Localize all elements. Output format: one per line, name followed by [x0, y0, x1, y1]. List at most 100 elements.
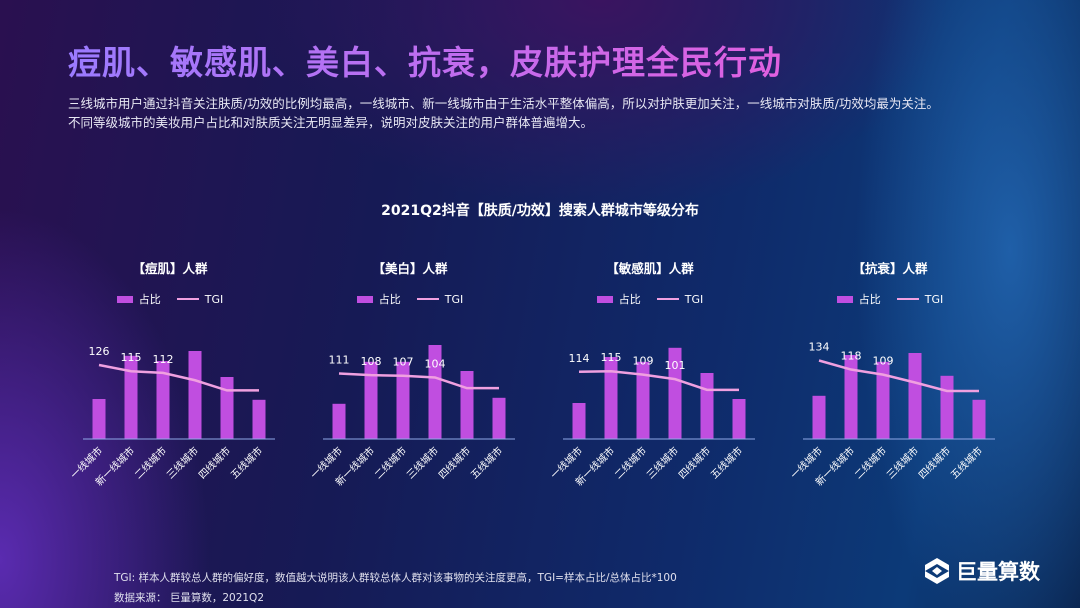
bar	[940, 375, 954, 439]
legend-label: 占比	[618, 293, 641, 306]
bar	[364, 361, 378, 439]
chart-0: 【痘肌】人群 占比 TGI 126 115 112 一线城市 新一线城市 二线城市 三线城市 四线…	[60, 258, 300, 518]
bar	[460, 371, 474, 439]
legend-bar-swatch	[356, 295, 373, 303]
chart-title: 【美白】人群	[372, 261, 448, 276]
legend-label: 占比	[138, 293, 161, 306]
description: 三线城市用户通过抖音关注肤质/功效的比例均最高，一线城市、新一线城市由于生活水平…	[68, 94, 1058, 132]
bar	[156, 361, 170, 439]
legend: 占比 TGI	[280, 291, 540, 307]
x-tick-label: 五线城市	[708, 444, 745, 481]
bar	[572, 403, 586, 439]
tgi-label: 107	[393, 356, 414, 369]
x-tick-label: 五线城市	[468, 444, 505, 481]
tgi-label: 101	[665, 359, 686, 372]
chart-main-title: 2021Q2抖音【肤质/功效】搜索人群城市等级分布	[381, 203, 699, 219]
chart-3: 【抗衰】人群 占比 TGI 134 118 109 一线城市 新一线城市 二线城市 三线城市 四线…	[780, 258, 1020, 518]
x-tick-label: 三线城市	[164, 444, 201, 481]
legend-line-swatch	[176, 298, 199, 300]
bar	[220, 377, 234, 439]
bar	[668, 347, 682, 439]
bar	[428, 345, 442, 439]
bar	[492, 397, 506, 439]
bar	[332, 403, 346, 439]
tgi-label: 109	[633, 355, 654, 368]
chart-1: 【美白】人群 占比 TGI 111 108 107 104 一线城市 新一线城市 二线城市 三线城…	[300, 258, 540, 518]
legend-line-swatch	[896, 298, 919, 300]
legend-line-swatch	[416, 298, 439, 300]
legend-line-swatch	[656, 298, 679, 300]
tgi-label: 104	[425, 357, 446, 370]
tgi-line	[818, 359, 979, 393]
chart-title: 【痘肌】人群	[132, 261, 208, 276]
x-tick-label: 三线城市	[884, 444, 921, 481]
bar	[908, 353, 922, 439]
legend-label: TGI	[924, 292, 944, 306]
x-tick-label: 二线城市	[852, 444, 889, 481]
x-tick-label: 五线城市	[228, 444, 265, 481]
chart-title: 【抗衰】人群	[852, 261, 928, 276]
bar	[92, 399, 106, 439]
legend-label: 占比	[858, 293, 881, 306]
x-tick-label: 五线城市	[948, 444, 985, 481]
tgi-label: 126	[89, 345, 110, 358]
tgi-label: 112	[153, 353, 174, 366]
x-tick-label: 四线城市	[196, 444, 233, 481]
legend: 占比 TGI	[520, 291, 780, 307]
bar	[876, 361, 890, 439]
x-tick-label: 三线城市	[644, 444, 681, 481]
x-tick-label: 二线城市	[372, 444, 409, 481]
x-tick-label: 四线城市	[436, 444, 473, 481]
source: 数据来源： 巨量算数，2021Q2	[114, 592, 265, 604]
tgi-label: 115	[121, 351, 142, 364]
bar	[252, 399, 266, 439]
chart-title: 【敏感肌】人群	[606, 261, 694, 276]
bar	[732, 399, 746, 439]
tgi-line	[98, 363, 259, 392]
legend-bar-swatch	[596, 295, 613, 303]
legend-label: TGI	[204, 292, 224, 306]
logo-icon	[925, 558, 949, 584]
x-tick-label: 二线城市	[612, 444, 649, 481]
tgi-label: 114	[569, 352, 590, 365]
tgi-label: 115	[601, 351, 622, 364]
x-tick-label: 三线城市	[404, 444, 441, 481]
bar	[844, 355, 858, 439]
bar	[700, 373, 714, 439]
bar	[188, 351, 202, 439]
tgi-label: 108	[361, 355, 382, 368]
bar	[124, 355, 138, 439]
logo: 巨量算数	[924, 556, 1040, 586]
tgi-label: 118	[841, 350, 862, 363]
legend: 占比 TGI	[40, 291, 300, 307]
tgi-label: 134	[809, 340, 830, 353]
tgi-line	[338, 372, 499, 390]
legend-bar-swatch	[116, 295, 133, 303]
bar	[636, 361, 650, 439]
description-line: 三线城市用户通过抖音关注肤质/功效的比例均最高，一线城市、新一线城市由于生活水平…	[68, 96, 939, 111]
legend-label: TGI	[684, 292, 704, 306]
bar	[396, 361, 410, 439]
x-tick-label: 四线城市	[916, 444, 953, 481]
x-tick-label: 二线城市	[132, 444, 169, 481]
x-tick-label: 四线城市	[676, 444, 713, 481]
tgi-label: 111	[329, 353, 350, 366]
footnote: TGI: 样本人群较总人群的偏好度，数值越大说明该人群较总体人群对该事物的关注度…	[114, 572, 677, 584]
tgi-label: 109	[873, 355, 894, 368]
bar	[972, 399, 986, 439]
legend-bar-swatch	[836, 295, 853, 303]
legend-label: TGI	[444, 292, 464, 306]
tgi-line	[578, 369, 739, 392]
chart-2: 【敏感肌】人群 占比 TGI 114 115 109 101 一线城市 新一线城市 二线城市 三线…	[540, 258, 780, 518]
legend-label: 占比	[378, 293, 401, 306]
logo-text: 巨量算数	[956, 560, 1040, 584]
bar	[604, 357, 618, 439]
legend: 占比 TGI	[760, 291, 1020, 307]
bar	[812, 395, 826, 439]
description-line: 不同等级城市的美妆用户占比和对肤质关注无明显差异，说明对皮肤关注的用户群体普遍增…	[68, 115, 594, 130]
page-title: 痘肌、敏感肌、美白、抗衰，皮肤护理全民行动	[68, 36, 782, 84]
